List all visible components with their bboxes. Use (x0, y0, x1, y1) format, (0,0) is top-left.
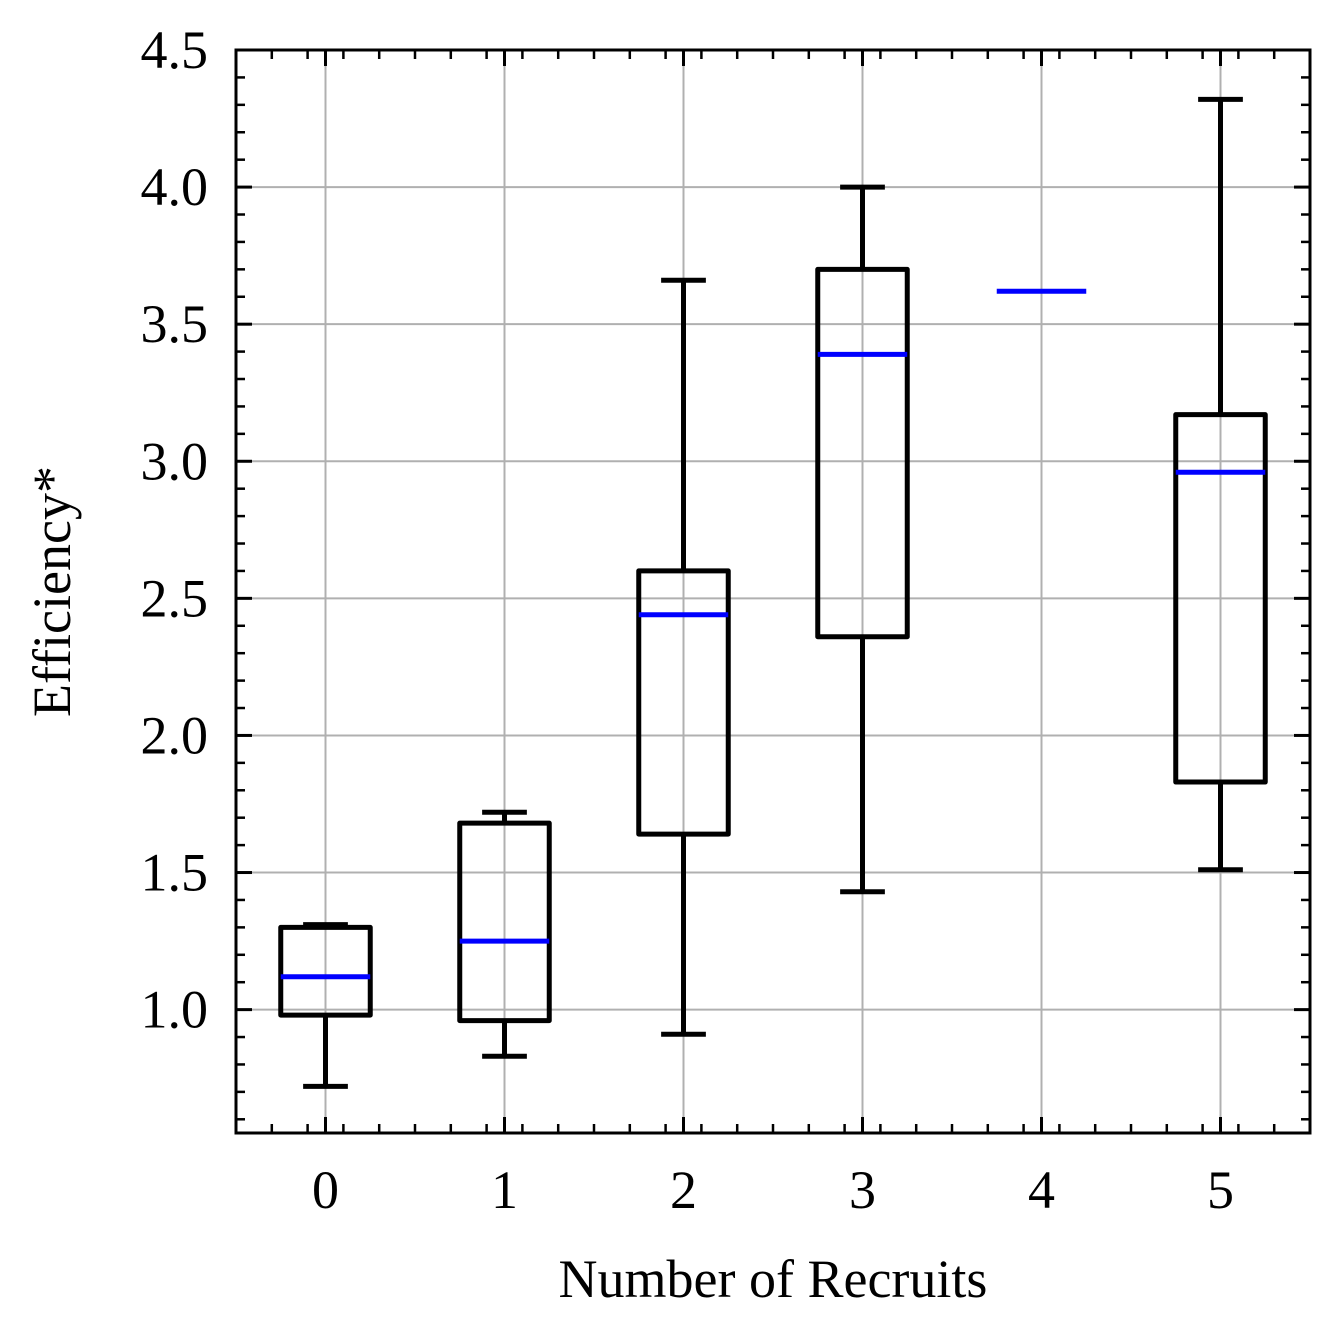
box-3 (815, 184, 910, 895)
x-tick-label: 3 (849, 1160, 876, 1220)
y-tick-label: 4.5 (141, 20, 209, 80)
y-tick-labels: 1.0 1.5 2.0 2.5 3.0 3.5 4.0 4.5 (141, 20, 209, 1040)
box-5 (1173, 96, 1268, 873)
y-tick-label: 1.0 (141, 980, 209, 1040)
iqr-box (1173, 412, 1268, 785)
x-tick-label: 2 (670, 1160, 697, 1220)
x-tick-label: 0 (312, 1160, 339, 1220)
y-tick-label: 4.0 (141, 157, 209, 217)
box-1 (457, 809, 552, 1059)
box-0 (278, 922, 373, 1089)
box-2 (636, 277, 731, 1037)
iqr-box (457, 820, 552, 1024)
iqr-box (815, 266, 910, 640)
x-tick-label: 4 (1028, 1160, 1055, 1220)
y-tick-label: 3.5 (141, 294, 209, 354)
x-tick-labels: 0 1 2 3 4 5 (312, 1160, 1234, 1220)
x-axis-label: Number of Recruits (559, 1249, 988, 1309)
grid-lines (236, 49, 1310, 1133)
y-tick-label: 2.0 (141, 705, 209, 765)
x-tick-label: 5 (1207, 1160, 1234, 1220)
axis-ticks (236, 48, 1310, 1133)
y-tick-label: 2.5 (141, 568, 209, 628)
box-series (278, 96, 1268, 1089)
y-axis-label: Efficiency* (22, 466, 82, 717)
plot-frame (234, 48, 1312, 1135)
iqr-box (278, 924, 373, 1018)
iqr-box (636, 568, 731, 837)
y-tick-label: 3.0 (141, 431, 209, 491)
x-tick-label: 1 (491, 1160, 518, 1220)
y-tick-label: 1.5 (141, 843, 209, 903)
